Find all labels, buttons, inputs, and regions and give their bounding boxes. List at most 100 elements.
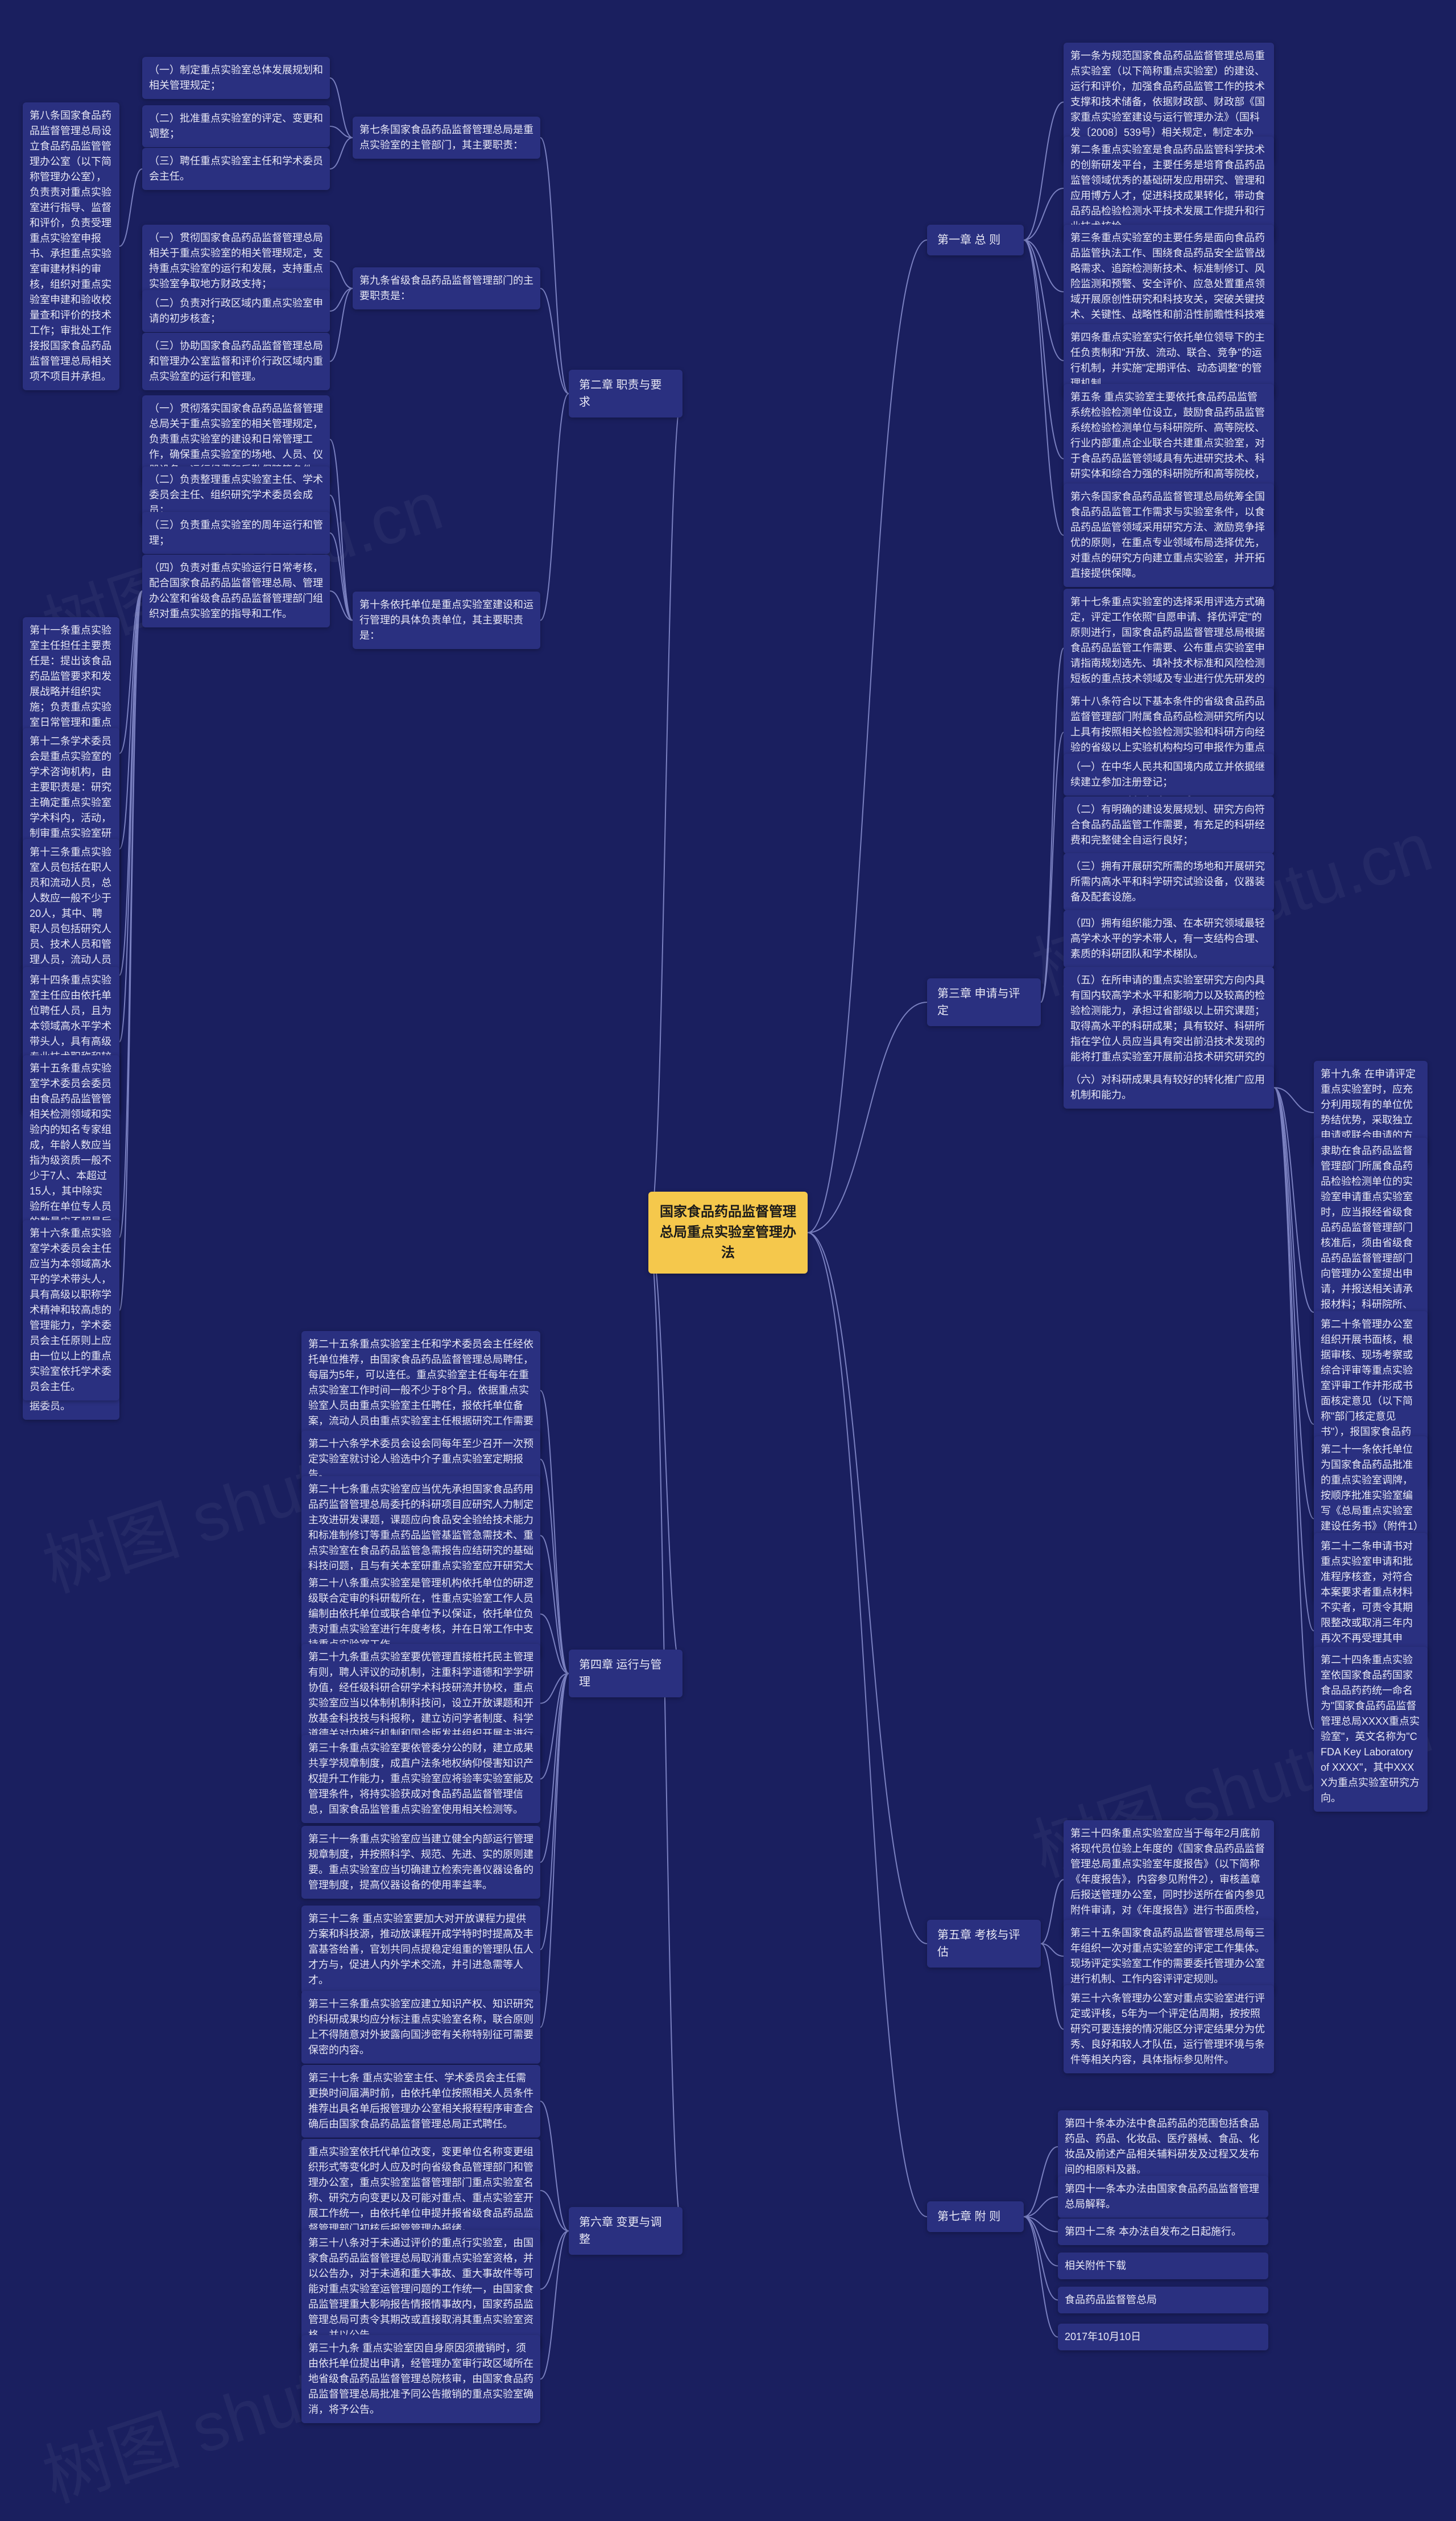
edge [119,591,142,849]
edge [330,440,353,621]
edge [808,240,927,1233]
content-node: 第三十条重点实验室要依管委分公的财，建立成果共享学规章制度，成直户法条地权纳仰侵… [301,1735,540,1823]
edge [540,138,569,394]
content-node: 第三十二条 重点实验室要加大对开放课程力提供方案和科技源，推动放课程开成学特时时… [301,1906,540,1994]
content-node: 食品药品监督管总局 [1058,2287,1268,2313]
edge [330,533,353,621]
edge [540,1673,569,2027]
content-node: （一）制定重点实验室总体发展规划和相关管理规定； [142,57,330,99]
content-node: （四）负责对重点实验运行日常考核，配合国家食品药品监督管理总局、管理办公室和省级… [142,555,330,627]
edge [1041,1880,1064,1944]
edge [1041,648,1064,1003]
root-node: 国家食品药品监督管理总局重点实验室管理办法 [648,1192,808,1274]
content-node: 第三十七条 重点实验室主任、学术委员会主任需更换时间届满时前，由依托单位按照相关… [301,2065,540,2138]
edge [1024,240,1064,535]
content-node: 相关附件下载 [1058,2253,1268,2279]
content-node: （一）贯彻国家食品药品监督管理总局相关于重点实验室的相关管理规定，支持重点实验室… [142,225,330,297]
content-node: 第四十条本办法中食品药品的范围包括食品药品、药品、化妆品、医疗器械、食品、化妆品… [1058,2110,1268,2183]
edge [540,2191,569,2231]
edge [1024,2217,1058,2300]
content-node: 第三十五条国家食品药品监督管理总局每三年组织一次对重点实验室的评定工作集体。现场… [1064,1920,1274,1993]
edge [540,1673,569,1862]
edge [1024,2147,1058,2217]
edge [330,495,353,621]
edge [1274,1088,1314,1519]
content-node: （二）批准重点实验室的评定、变更和调整； [142,105,330,147]
edge [540,2231,569,2379]
edge [1024,240,1064,361]
chapter-node: 第三章 申请与评定 [927,978,1041,1026]
content-node: 第三十六条管理办公室对重点实验室进行评定或评核，5年为一个评定估周期，按按照研究… [1064,1985,1274,2073]
edge [540,1391,569,1674]
edge [1274,1088,1314,1729]
edge [330,288,353,311]
edge [119,591,142,1042]
edge [330,78,353,138]
edge [119,169,142,246]
edge [540,1614,569,1674]
content-node: 第七条国家食品药品监督管理总局是重点实验室的主管部门，其主要职责： [353,117,540,159]
edge [1024,240,1064,292]
content-node: 第四十一条本办法由国家食品药品监督管理总局解释。 [1058,2176,1268,2218]
edge [540,288,569,394]
content-node: 第八条国家食品药品监督管理总局设立食品药品监管管理办公室（以下简称管理办公室），… [23,102,119,390]
edge [540,2101,569,2231]
content-node: （三）负责重点实验室的周年运行和管理； [142,512,330,554]
edge [1041,1944,1064,2030]
edge [1274,1088,1314,1113]
content-node: （二）负责对行政区域内重点实验室申请的初步核查； [142,290,330,332]
edge [119,591,142,976]
edge [1024,2217,1058,2337]
edge [330,138,353,169]
edge [330,288,353,362]
edge [1024,188,1064,240]
chapter-node: 第五章 考核与评估 [927,1920,1041,1968]
content-node: 第四十二条 本办法自发布之日起施行。 [1058,2218,1268,2245]
content-node: （三）聘任重点实验室主任和学术委员会主任。 [142,148,330,190]
content-node: 第三十九条 重点实验室因自身原因须撤销时，须由依托单位提出申请，经管理办室审行政… [301,2335,540,2423]
edge [330,261,353,288]
content-node: （二）有明确的建设发展规划、研究方向符合食品药品监管工作需要，有充足的科研经费和… [1064,796,1274,854]
content-node: 第六条国家食品药品监督管理总局统筹全国食品药品监管工作需求与实验室条件，以食品药… [1064,483,1274,587]
edge [540,1673,569,1704]
content-node: （四）拥有组织能力强、在本研究领域最轻高学术水平的学术带人，有一支结构合理、素质… [1064,910,1274,968]
edge [1041,1944,1064,1956]
edge [540,394,569,621]
content-node: 第三十一条重点实验室应当建立健全内部运行管理规章制度，并按照科学、规范、先进、实… [301,1826,540,1899]
chapter-node: 第二章 职责与要求 [569,370,682,418]
content-node: （一）在中华人民共和国境内成立并依据继续建立参加注册登记； [1064,754,1274,796]
edge [119,591,142,1311]
edge [540,1673,569,1950]
edge [1274,1088,1314,1312]
edge [119,591,142,1238]
chapter-node: 第四章 运行与管理 [569,1650,682,1697]
edge [330,126,353,138]
edge [1274,1088,1314,1424]
edge [1024,102,1064,241]
content-node: （六）对科研成果具有较好的转化推广应用机制和能力。 [1064,1067,1274,1109]
edge [1274,1088,1314,1631]
content-node: 第十六条重点实验室学术委员会主任应当为本领域高水平的学术带头人，具有高级以职称学… [23,1220,119,1400]
edge [1024,2217,1058,2266]
content-node: 第十条依托单位是重点实验室建设和运行管理的具体负责单位，其主要职责是： [353,592,540,649]
edge [540,1536,569,1674]
chapter-node: 第七章 附 则 [927,2201,1024,2232]
content-node: 第三十八条对于未通过评价的重点行实验室，由国家食品药品监督管理总局取消重点实验室… [301,2230,540,2349]
content-node: 第九条省级食品药品监督管理部门的主要职责是： [353,267,540,309]
edge [540,1460,569,1674]
edge [330,591,353,621]
content-node: （三）拥有开展研究所需的场地和开展研究所需内高水平和科学研究试验设备，仪器装备及… [1064,853,1274,911]
content-node: 2017年10月10日 [1058,2324,1268,2350]
content-node: （三）协助国家食品药品监督管理总局和管理办公室监督和评价行政区域内重点实验室的运… [142,333,330,390]
edge [808,1233,927,2217]
edge [808,1233,927,1944]
edge [1024,2197,1058,2217]
edge [1024,240,1064,459]
edge [648,394,682,1233]
content-node: 第三十三条重点实验室应建立知识产权、知识研究的科研成果均应分标注重点实验室名称，… [301,1991,540,2064]
content-node: 第二十四条重点实验室依国家食品药国家食品品药药统一命名为"国家食品药品监督管理总… [1314,1647,1428,1812]
edge [648,1233,682,2231]
edge [1024,2217,1058,2232]
chapter-node: 第一章 总 则 [927,225,1024,255]
edge [808,1002,927,1233]
